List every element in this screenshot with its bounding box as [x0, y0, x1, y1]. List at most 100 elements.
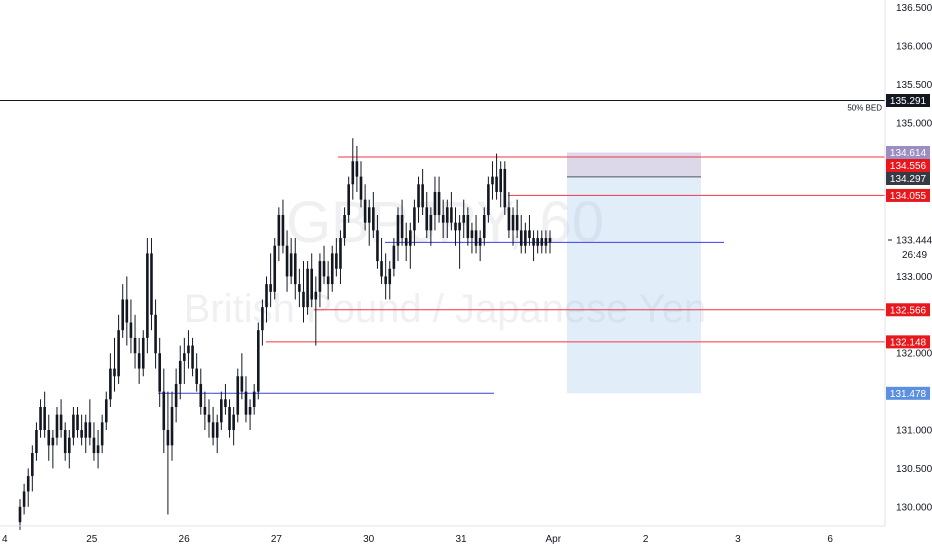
- candle-body: [454, 222, 457, 231]
- candle: [417, 176, 420, 223]
- price-label-box: [886, 94, 930, 108]
- candle: [499, 161, 502, 208]
- candle: [524, 222, 527, 254]
- candle-body: [511, 215, 515, 231]
- candle-body: [141, 337, 145, 369]
- candle-body: [384, 276, 387, 285]
- candle: [248, 399, 252, 431]
- candle-body: [162, 391, 166, 431]
- candle: [207, 399, 211, 438]
- price-tick-label: 135.000: [896, 118, 932, 129]
- price-axis[interactable]: 136.500 136.000 135.500 135.000 133.000 132.0…: [896, 3, 932, 513]
- candle-body: [548, 238, 552, 243]
- candle: [495, 153, 498, 200]
- horizontal-lines[interactable]: [0, 100, 885, 394]
- candle-body: [326, 276, 330, 285]
- candle: [154, 299, 157, 369]
- candle: [413, 199, 416, 246]
- candle-body: [281, 215, 285, 246]
- candle: [133, 314, 137, 369]
- candle: [72, 406, 75, 446]
- candle: [318, 253, 322, 308]
- candle: [454, 207, 457, 246]
- annotations: 50% BED: [847, 104, 882, 113]
- candle: [109, 353, 112, 407]
- price-tick-label: 136.500: [896, 3, 932, 14]
- candle-body: [92, 437, 96, 454]
- price-label-text: 134.297: [890, 174, 927, 185]
- candle: [146, 238, 149, 354]
- price-label: 134.055: [886, 188, 930, 202]
- candle-body: [133, 337, 137, 354]
- reward-zone[interactable]: [567, 176, 701, 394]
- candle-body: [129, 322, 133, 338]
- candle-body: [413, 207, 416, 231]
- current-price-label: 133.444: [896, 236, 932, 247]
- candle: [540, 230, 544, 254]
- candle-body: [298, 284, 301, 292]
- candle: [183, 337, 186, 384]
- price-label-box: [886, 335, 930, 349]
- price-tick-label: 131.000: [896, 426, 932, 437]
- candle: [170, 391, 174, 461]
- price-label: 132.148: [886, 335, 930, 349]
- candle-body: [540, 238, 544, 246]
- candle-body: [187, 345, 190, 354]
- candle: [507, 191, 511, 239]
- candle: [355, 145, 359, 192]
- candle: [326, 261, 330, 300]
- candle: [429, 207, 433, 246]
- time-tick-label: 26: [179, 534, 191, 545]
- candle-body: [372, 207, 375, 231]
- short-position-tool[interactable]: [567, 152, 701, 394]
- candle-body: [252, 391, 256, 407]
- price-label: 132.566: [886, 303, 930, 317]
- candle: [63, 422, 67, 461]
- time-axis[interactable]: 4 25 26 27 30 31 Apr 2 3 6: [2, 534, 833, 545]
- price-label-text: 132.566: [890, 305, 927, 316]
- price-labels: 135.291 134.614 134.556 134.297 134.055 132.5…: [886, 94, 930, 400]
- candle: [330, 245, 334, 292]
- candle: [256, 322, 260, 400]
- candle-body: [487, 184, 490, 216]
- candle: [445, 199, 449, 239]
- candle-body: [22, 491, 26, 507]
- candle: [458, 215, 461, 269]
- candle-body: [154, 314, 157, 354]
- candle: [178, 345, 182, 400]
- price-tick-label: 135.500: [896, 80, 932, 91]
- candle: [289, 238, 293, 285]
- candle-body: [88, 422, 92, 438]
- price-label-box: [886, 172, 930, 186]
- candle-body: [224, 399, 227, 407]
- candle: [261, 299, 264, 346]
- candle: [43, 391, 46, 438]
- candle: [215, 414, 219, 454]
- candle: [376, 215, 379, 269]
- time-tick-label: 6: [827, 534, 833, 545]
- candle-body: [524, 230, 527, 246]
- candle: [421, 168, 424, 216]
- candle: [113, 337, 116, 392]
- price-label-box: [886, 188, 930, 202]
- candle-body: [314, 291, 318, 300]
- candle-body: [528, 230, 531, 239]
- candle: [22, 483, 26, 515]
- candle-body: [478, 238, 482, 246]
- candle-body: [392, 245, 396, 269]
- candle: [26, 468, 30, 507]
- risk-zone[interactable]: [567, 152, 701, 177]
- candle-body: [183, 353, 186, 361]
- candle: [265, 276, 268, 323]
- candle-body: [146, 253, 149, 338]
- candle-body: [318, 261, 322, 292]
- candle-body: [207, 414, 211, 423]
- candle: [117, 314, 120, 384]
- price-label-box: [886, 159, 930, 173]
- candle-body: [117, 330, 120, 377]
- price-label-text: 134.055: [890, 191, 927, 202]
- candle: [187, 330, 190, 369]
- candle-body: [43, 406, 46, 431]
